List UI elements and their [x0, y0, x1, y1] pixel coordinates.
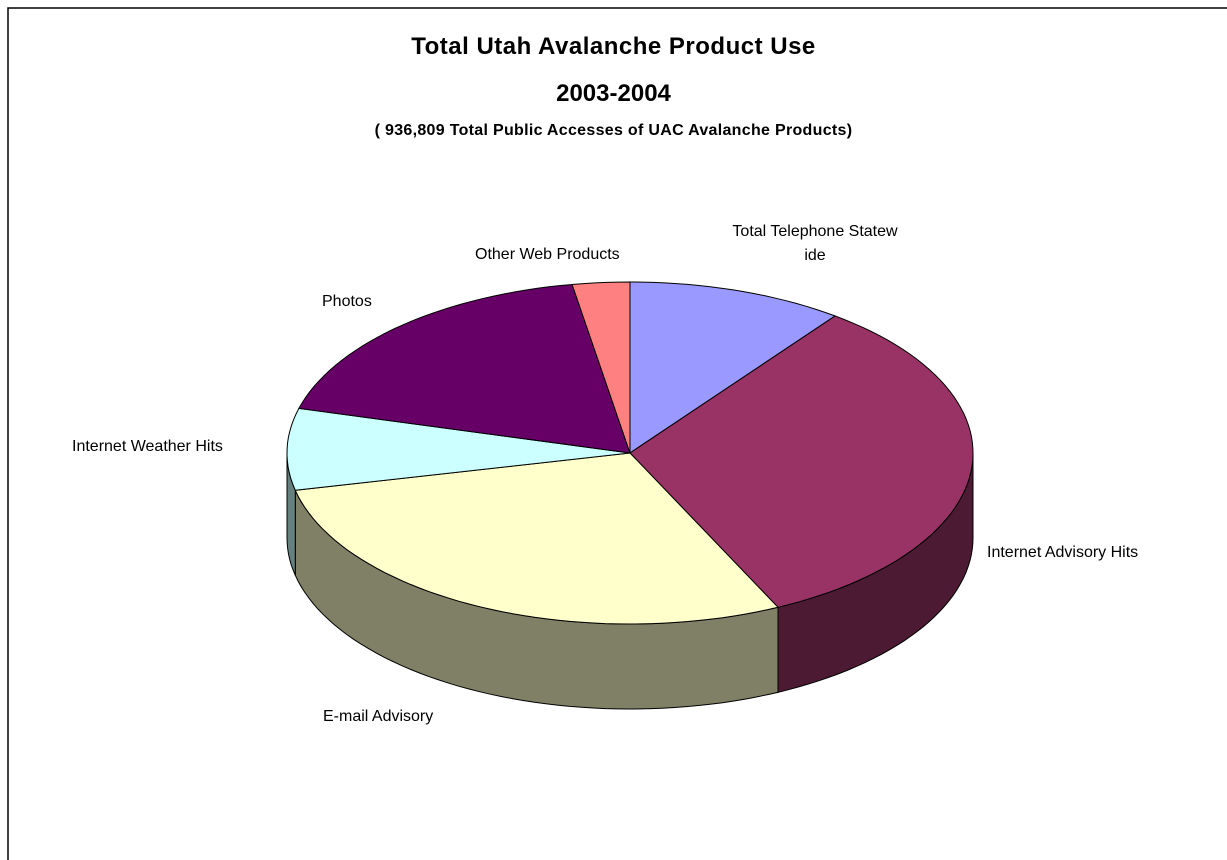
slice — [294, 452, 779, 625]
slice — [298, 283, 631, 454]
slice-label: Internet Advisory Hits — [987, 544, 1139, 561]
chart-subtitle: ( 936,809 Total Public Accesses of UAC A… — [374, 122, 853, 139]
chart-frame — [7, 7, 1227, 860]
slice-label: Internet Weather Hits — [72, 438, 223, 455]
slice — [571, 281, 631, 454]
slice — [629, 315, 974, 608]
chart-title-line2: 2003-2004 — [556, 80, 671, 107]
slice — [286, 407, 631, 491]
slice-label: E-mail Advisory — [323, 708, 434, 725]
slice-label: Other Web Products — [475, 246, 620, 263]
slice-label: Total Telephone Statew ide — [732, 223, 898, 264]
chart-title: Total Utah Avalanche Product Use — [411, 33, 816, 60]
slice-label: Photos — [322, 293, 372, 310]
slice — [629, 281, 837, 454]
